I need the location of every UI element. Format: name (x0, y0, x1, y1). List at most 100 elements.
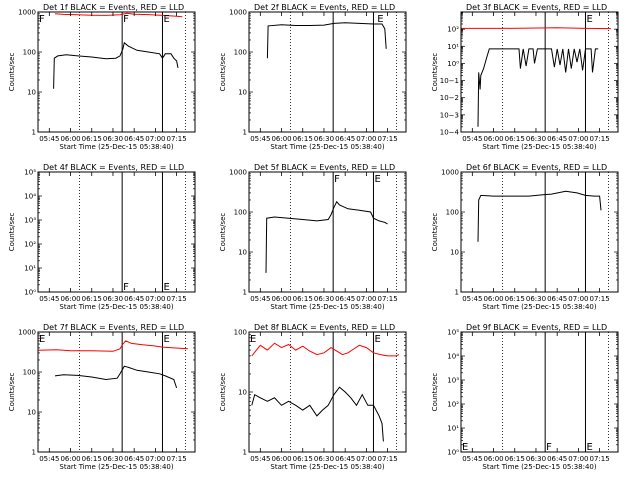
y-tick-label: 100 (234, 49, 247, 57)
plot-frame (460, 11, 619, 133)
x-tick-label: 06:15 (505, 295, 525, 303)
events-series-line (251, 386, 384, 442)
flag-label-e: E (163, 14, 169, 25)
events-series-line (477, 48, 599, 127)
y-tick-label: 10¹ (447, 43, 459, 51)
x-tick-label: 06:15 (505, 135, 525, 143)
x-tick-label: 07:15 (590, 455, 610, 463)
flag-label-f: F (123, 282, 129, 293)
y-tick-label: 10−4 (440, 129, 460, 137)
x-axis-label: Start Time (25-Dec-15 05:38:40) (59, 463, 173, 471)
x-tick-label: 06:15 (82, 455, 102, 463)
y-tick-label: 10⁰ (447, 449, 459, 457)
y-tick-label: 100 (234, 329, 247, 337)
x-tick-label: 06:00 (271, 135, 291, 143)
x-tick-label: 05:45 (39, 135, 59, 143)
x-tick-label: 07:15 (378, 455, 398, 463)
x-tick-label: 06:00 (271, 295, 291, 303)
y-tick-label: 10 (27, 409, 36, 417)
y-tick-label: 100 (23, 369, 36, 377)
y-axis-label: Counts/sec (431, 53, 439, 92)
y-axis-label: Counts/sec (431, 213, 439, 252)
y-axis-label: Counts/sec (431, 373, 439, 412)
x-axis-label: Start Time (25-Dec-15 05:38:40) (270, 143, 384, 151)
x-axis-label: Start Time (25-Dec-15 05:38:40) (59, 303, 173, 311)
x-tick-label: 06:45 (547, 295, 567, 303)
x-tick-label: 06:00 (60, 295, 80, 303)
x-tick-label: 07:00 (356, 295, 376, 303)
x-tick-label: 07:00 (145, 295, 165, 303)
plot-frame (37, 11, 196, 133)
flag-label-e: E (462, 442, 468, 453)
x-axis-label: Start Time (25-Dec-15 05:38:40) (482, 143, 596, 151)
y-tick-label: 10⁴ (24, 193, 36, 201)
flag-label-e: E (377, 14, 383, 25)
y-tick-label: 1000 (18, 329, 36, 337)
x-tick-label: 06:30 (314, 135, 334, 143)
x-tick-label: 06:15 (82, 135, 102, 143)
y-tick-label: 1000 (441, 169, 459, 177)
panel-title: Det 3f BLACK = Events, RED = LLD (466, 3, 607, 12)
x-tick-label: 06:30 (526, 295, 546, 303)
flag-label-e: E (250, 334, 256, 345)
x-tick-label: 06:45 (547, 135, 567, 143)
x-tick-label: 05:45 (250, 455, 270, 463)
x-tick-label: 07:00 (145, 455, 165, 463)
x-tick-label: 05:45 (39, 295, 59, 303)
y-tick-label: 10³ (447, 377, 459, 385)
x-tick-label: 07:00 (568, 455, 588, 463)
x-tick-label: 06:15 (293, 135, 313, 143)
x-axis-label: Start Time (25-Dec-15 05:38:40) (59, 143, 173, 151)
flag-label-e: E (39, 334, 45, 345)
lld-series-line (54, 12, 183, 18)
flag-label-e: E (163, 282, 169, 293)
y-tick-label: 100 (234, 209, 247, 217)
x-tick-label: 06:45 (335, 295, 355, 303)
x-tick-label: 07:15 (590, 295, 610, 303)
lld-series-line (461, 27, 611, 30)
events-series-line (53, 41, 179, 89)
x-tick-label: 06:00 (483, 295, 503, 303)
x-tick-label: 05:45 (250, 135, 270, 143)
y-tick-label: 10⁵ (447, 329, 459, 337)
x-tick-label: 07:00 (145, 135, 165, 143)
x-tick-label: 07:15 (378, 295, 398, 303)
x-axis-label: Start Time (25-Dec-15 05:38:40) (482, 463, 596, 471)
x-tick-label: 05:45 (250, 295, 270, 303)
y-tick-label: 1 (455, 289, 459, 297)
plot-frame (460, 171, 619, 293)
lld-series-line (249, 0, 399, 2)
y-axis-label: Counts/sec (8, 53, 16, 92)
x-tick-label: 06:30 (103, 295, 123, 303)
x-tick-label: 06:00 (271, 455, 291, 463)
y-tick-label: 1000 (18, 9, 36, 17)
x-tick-label: 06:45 (335, 135, 355, 143)
x-tick-label: 06:30 (103, 455, 123, 463)
flag-label-e: E (586, 442, 592, 453)
flag-label-f: F (546, 442, 552, 453)
flag-label-f: F (39, 14, 45, 25)
x-axis-label: Start Time (25-Dec-15 05:38:40) (482, 303, 596, 311)
x-tick-label: 06:00 (483, 135, 503, 143)
x-tick-label: 05:45 (39, 455, 59, 463)
y-tick-label: 10² (24, 241, 36, 249)
panel-title: Det 6f BLACK = Events, RED = LLD (466, 163, 607, 172)
y-tick-label: 10⁵ (24, 169, 36, 177)
y-tick-label: 10² (447, 26, 459, 34)
x-tick-label: 06:45 (335, 455, 355, 463)
x-tick-label: 06:45 (124, 455, 144, 463)
x-tick-label: 06:30 (526, 455, 546, 463)
x-tick-label: 07:00 (356, 135, 376, 143)
events-series-line (54, 365, 178, 389)
x-tick-label: 07:15 (167, 455, 187, 463)
y-tick-label: 10³ (24, 217, 36, 225)
x-tick-label: 06:00 (60, 455, 80, 463)
y-tick-label: 10² (447, 401, 459, 409)
y-axis-label: Counts/sec (8, 213, 16, 252)
lld-series-line (38, 340, 188, 352)
y-tick-label: 1 (243, 129, 247, 137)
plot-frame (37, 171, 196, 293)
